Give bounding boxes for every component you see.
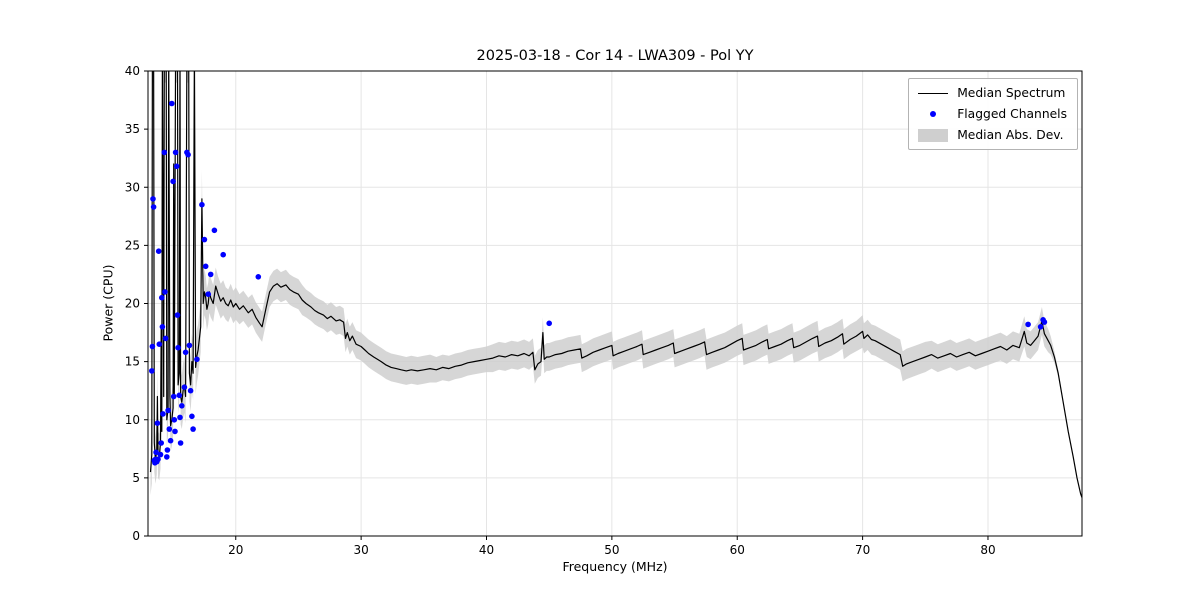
flagged-point	[159, 294, 165, 301]
mad-band-swatch-icon	[918, 128, 949, 142]
y-tick-label: 15	[125, 355, 140, 369]
flagged-point	[1037, 324, 1044, 330]
flagged-point	[174, 312, 181, 318]
flagged-point	[165, 407, 171, 414]
flagged-point	[150, 204, 157, 210]
flagged-point	[166, 426, 173, 432]
flagged-point	[182, 349, 189, 356]
flagged-point	[156, 341, 163, 348]
chart-title: 2025-03-18 - Cor 14 - LWA309 - Pol YY	[476, 48, 754, 64]
flagged-point	[164, 454, 170, 460]
legend-item-median-abs-dev: Median Abs. Dev.	[918, 128, 1067, 142]
legend-item-median-spectrum: Median Spectrum	[918, 86, 1067, 100]
flagged-point	[170, 178, 176, 185]
flagged-point	[158, 440, 164, 446]
flagged-point	[172, 428, 178, 435]
y-tick-label: 30	[125, 180, 140, 194]
flagged-point	[199, 201, 205, 208]
legend-label-median-abs-dev: Median Abs. Dev.	[957, 128, 1064, 142]
legend-label-median-spectrum: Median Spectrum	[957, 86, 1066, 100]
flagged-point	[177, 440, 184, 446]
flagged-point	[177, 414, 183, 421]
flagged-point	[186, 342, 193, 349]
flagged-point	[179, 403, 185, 409]
y-axis-label: Power (CPU)	[100, 264, 116, 342]
y-tick-label: 10	[125, 413, 140, 427]
flagged-point	[546, 320, 552, 327]
legend-label-flagged-channels: Flagged Channels	[957, 107, 1067, 121]
flagged-point	[164, 447, 171, 453]
flagged-point	[202, 263, 209, 270]
flagged-point	[162, 335, 169, 342]
flagged-point	[160, 411, 166, 417]
flagged-point	[170, 393, 177, 400]
flagged-point	[175, 344, 181, 351]
flagged-point	[149, 343, 156, 350]
flagged-point	[157, 451, 164, 458]
median-line	[149, 71, 1082, 500]
flagged-point	[169, 100, 175, 107]
x-tick-label: 20	[228, 543, 243, 557]
flagged-point	[205, 291, 211, 298]
y-tick-label: 0	[132, 529, 140, 543]
flagged-point	[174, 163, 180, 170]
y-tick-label: 35	[125, 122, 140, 136]
y-tick-label: 25	[125, 238, 140, 252]
flagged-point	[220, 251, 226, 258]
flagged-point	[194, 356, 200, 363]
x-tick-label: 50	[604, 543, 619, 557]
x-tick-label: 70	[855, 543, 870, 557]
flagged-point	[155, 248, 162, 254]
flagged-dot-swatch-icon	[918, 111, 948, 117]
flagged-point	[207, 271, 214, 278]
y-tick-label: 20	[125, 297, 140, 311]
flagged-point	[171, 417, 178, 423]
flagged-point	[185, 151, 191, 158]
flagged-point	[201, 236, 208, 243]
flagged-point	[190, 426, 196, 432]
flagged-point	[161, 149, 168, 156]
flagged-point	[176, 392, 183, 399]
flagged-point	[149, 368, 155, 374]
flagged-point	[189, 413, 195, 420]
median-line-swatch-icon	[918, 92, 949, 94]
x-tick-label: 40	[479, 543, 494, 557]
y-tick-label: 40	[125, 64, 140, 78]
flagged-point	[159, 324, 166, 330]
y-tick-label: 5	[132, 471, 140, 485]
flagged-point	[172, 149, 179, 156]
flagged-point	[154, 420, 161, 427]
legend-item-flagged-channels: Flagged Channels	[918, 107, 1067, 121]
flagged-point	[181, 384, 188, 391]
flagged-point	[187, 387, 194, 394]
flagged-point	[255, 274, 262, 280]
x-tick-label: 80	[980, 543, 995, 557]
flagged-point	[1041, 319, 1048, 325]
x-tick-label: 30	[353, 543, 368, 557]
flagged-point	[153, 449, 159, 456]
flagged-point	[150, 196, 156, 202]
x-tick-label: 60	[730, 543, 745, 557]
flagged-point	[211, 227, 218, 234]
flagged-point	[162, 289, 168, 295]
flagged-point	[155, 456, 161, 463]
x-axis-label: Frequency (MHz)	[562, 559, 668, 574]
flagged-point	[167, 437, 174, 444]
legend: Median Spectrum Flagged Channels Median …	[908, 78, 1078, 150]
flagged-point	[1025, 321, 1031, 328]
